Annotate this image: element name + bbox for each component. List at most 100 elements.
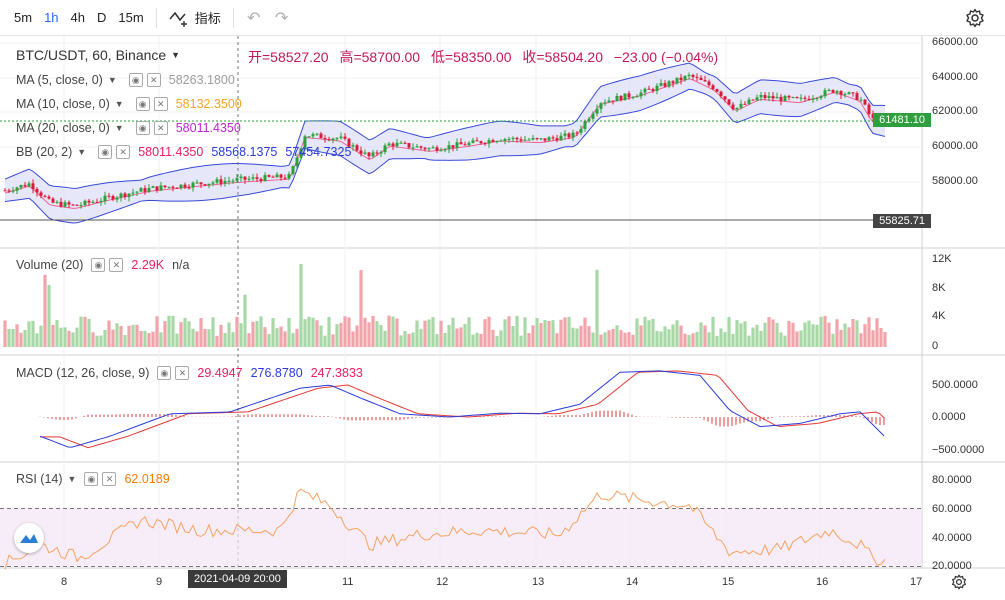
candle-body: [771, 95, 775, 99]
legend-ma5-value: 58263.1800: [168, 73, 235, 87]
volume-bar: [603, 332, 607, 347]
interval-15m[interactable]: 15m: [118, 9, 144, 25]
rsi-axis-label: 80.0000: [932, 474, 972, 486]
volume-bar: [763, 322, 767, 347]
candle-body: [655, 85, 659, 91]
volume-bar: [595, 269, 599, 347]
candle-body: [159, 185, 163, 191]
close-icon[interactable]: ✕: [116, 145, 131, 159]
interval-5m[interactable]: 5m: [14, 9, 33, 25]
volume-bar: [175, 333, 179, 347]
candle-body: [543, 138, 547, 141]
eye-icon[interactable]: ◉: [157, 366, 172, 380]
close-icon[interactable]: ✕: [109, 258, 124, 272]
eye-icon[interactable]: ◉: [128, 73, 143, 87]
candle-body: [847, 92, 851, 95]
close-icon[interactable]: ✕: [153, 97, 168, 111]
chevron-down-icon[interactable]: ▼: [77, 147, 87, 157]
eye-icon[interactable]: ◉: [91, 258, 106, 272]
interval-d[interactable]: D: [97, 9, 107, 25]
chevron-down-icon[interactable]: ▼: [114, 99, 124, 109]
candle-body: [219, 179, 223, 184]
volume-bar: [315, 320, 319, 347]
volume-bar: [855, 320, 859, 347]
tradingview-logo[interactable]: [14, 523, 44, 553]
volume-bar: [163, 321, 167, 347]
volume-bar: [303, 319, 307, 347]
candle-body: [859, 99, 863, 101]
chevron-down-icon[interactable]: ▼: [67, 474, 77, 484]
chevron-down-icon[interactable]: ▼: [114, 123, 124, 133]
volume-bar: [663, 326, 667, 347]
eye-icon[interactable]: ◉: [135, 97, 150, 111]
volume-bar: [199, 318, 203, 347]
axis-settings-icon[interactable]: [951, 574, 967, 593]
candle-body: [371, 152, 375, 157]
candle-body: [791, 97, 795, 99]
candle-body: [723, 96, 727, 100]
volume-bar: [387, 315, 391, 347]
volume-bar: [355, 325, 359, 347]
candle-body: [811, 98, 815, 100]
chart-canvas[interactable]: [0, 36, 1005, 600]
candle-body: [651, 89, 655, 91]
volume-bar: [691, 333, 695, 347]
redo-icon[interactable]: ↷: [275, 9, 289, 27]
symbol-selector[interactable]: BTC/USDT, 60, Binance ▼: [16, 47, 180, 63]
legend-rsi[interactable]: RSI (14) ▼ ◉ ✕ 62.0189: [16, 472, 170, 486]
candle-body: [739, 103, 743, 108]
time-axis-label: 11: [342, 576, 354, 588]
volume-bar: [867, 317, 871, 347]
candle-body: [355, 145, 359, 151]
candle-body: [299, 148, 303, 158]
candle-body: [287, 174, 291, 179]
legend-ma10[interactable]: MA (10, close, 0) ▼ ◉ ✕ 58132.3500: [16, 97, 242, 111]
close-icon[interactable]: ✕: [175, 366, 190, 380]
volume-bar: [427, 319, 431, 347]
eye-icon[interactable]: ◉: [135, 121, 150, 135]
candle-body: [143, 188, 147, 192]
eye-icon[interactable]: ◉: [98, 145, 113, 159]
eye-icon[interactable]: ◉: [84, 472, 99, 486]
candle-body: [231, 180, 235, 182]
interval-4h[interactable]: 4h: [70, 9, 85, 25]
ohlc-change: −23.00 (−0.04%): [613, 49, 719, 65]
candle-body: [147, 187, 151, 192]
close-icon[interactable]: ✕: [102, 472, 117, 486]
candle-body: [23, 184, 27, 187]
legend-volume[interactable]: Volume (20) ◉ ✕ 2.29K n/a: [16, 258, 189, 272]
close-icon[interactable]: ✕: [153, 121, 168, 135]
chevron-down-icon[interactable]: ▼: [107, 75, 117, 85]
volume-bar: [363, 317, 367, 347]
volume-bar: [375, 321, 379, 347]
volume-bar: [231, 332, 235, 347]
volume-axis-label: 4K: [932, 310, 946, 322]
candle-body: [163, 185, 167, 188]
indicators-button[interactable]: 指标: [163, 8, 227, 27]
volume-bar: [683, 333, 687, 347]
legend-ma5[interactable]: MA (5, close, 0) ▼ ◉ ✕ 58263.1800: [16, 73, 235, 87]
candle-body: [395, 142, 399, 147]
candle-body: [63, 202, 67, 207]
candle-body: [667, 81, 671, 87]
volume-bar: [719, 328, 723, 347]
candle-body: [375, 152, 379, 154]
settings-icon[interactable]: [963, 6, 987, 30]
legend-macd[interactable]: MACD (12, 26, close, 9) ◉ ✕ 29.4947 276.8…: [16, 366, 363, 380]
legend-ma20[interactable]: MA (20, close, 0) ▼ ◉ ✕ 58011.4350: [16, 121, 241, 135]
close-icon[interactable]: ✕: [146, 73, 161, 87]
volume-bar: [283, 331, 287, 347]
volume-bar: [255, 320, 259, 347]
candle-body: [535, 138, 539, 140]
legend-bb[interactable]: BB (20, 2) ▼ ◉ ✕ 58011.4350 58568.1375 574…: [16, 145, 351, 159]
volume-bar: [539, 323, 543, 347]
candle-body: [483, 143, 487, 145]
volume-bar: [839, 329, 843, 347]
volume-bar: [779, 332, 783, 347]
candle-body: [499, 140, 503, 142]
candle-body: [343, 136, 347, 139]
volume-axis-label: 12K: [932, 253, 952, 265]
undo-icon[interactable]: ↶: [247, 9, 261, 27]
candle-body: [275, 174, 279, 178]
interval-1h[interactable]: 1h: [44, 9, 59, 25]
